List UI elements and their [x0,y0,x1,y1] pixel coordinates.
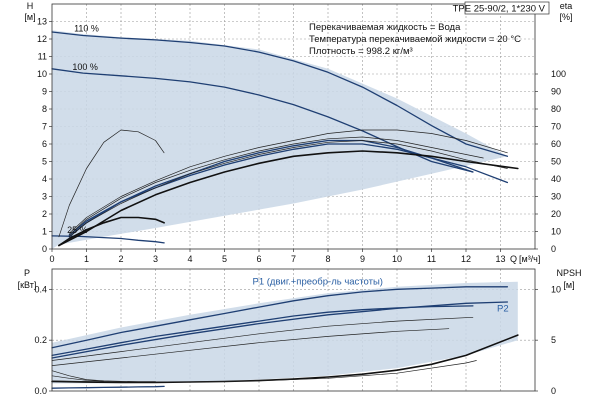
top-right-tick-9: 90 [551,87,561,97]
top-operating-envelope [52,30,508,249]
x-tick-10: 10 [392,254,402,264]
top-left-tick-2: 2 [42,209,47,219]
top-curve-eta-thick [58,150,519,247]
bot-curve-npsh-thin [51,360,477,383]
power-label-0: P1 (двиг.+преобр-ль частоты) [253,277,383,288]
bot-left-tick-2: 0.4 [34,284,47,294]
top-left-tick-7: 7 [42,122,47,132]
x-tick-5: 5 [222,254,227,264]
x-tick-3: 3 [153,254,158,264]
top-curve-eta-mid-3 [68,140,508,238]
power-frame [51,268,536,392]
x-tick-0: 0 [49,254,54,264]
x-tick-4: 4 [187,254,192,264]
bot-curve-p-25 [51,385,165,389]
flow-axis-label: Q [510,254,517,264]
power-label-1: P2 [497,303,509,314]
eta-axis-label: eta [560,1,573,11]
head-envelope [52,30,508,249]
top-right-tick-3: 30 [551,192,561,202]
bot-right-tick-2: 10 [551,284,561,294]
bot-right-tick-0: 0 [551,386,556,396]
head-axis-label: H [27,1,34,11]
model-label: TPE 25-90/2, 1*230 V [453,4,546,15]
x-tick-2: 2 [118,254,123,264]
top-left-tick-13: 13 [37,17,47,27]
info-line-liquid: Перекачиваемая жидкость = Вода [309,22,461,33]
bot-curve-p-thin-1 [51,316,474,361]
power-series [51,286,519,389]
top-curve-eta-small-2 [58,216,165,247]
head-ticks: 0123456789101112130102030405060708090100… [37,17,566,265]
x-tick-6: 6 [256,254,261,264]
model-box [464,1,550,15]
info-line-density: Плотность = 998.2 кг/м³ [309,46,413,57]
npsh-axis-unit: [м] [563,280,574,290]
bot-curve-low-thin-2 [51,375,122,383]
top-left-tick-3: 3 [42,192,47,202]
bot-curve-p-thin-2 [51,328,450,366]
speed-label-1: 100 % [72,62,98,72]
top-right-tick-6: 60 [551,139,561,149]
eta-axis-unit: [%] [559,12,572,22]
bot-curve-low-thin [51,370,156,382]
top-left-tick-11: 11 [38,52,47,62]
top-right-tick-7: 70 [551,122,561,132]
top-left-tick-6: 6 [42,139,47,149]
bot-right-tick-1: 5 [551,335,556,345]
x-tick-11: 11 [427,254,436,264]
top-left-tick-4: 4 [42,174,47,184]
bot-plot-frame [51,268,536,392]
bot-curve-p1-110 [51,286,509,349]
top-curve-eta-mid-1 [68,136,484,236]
x-tick-9: 9 [360,254,365,264]
top-left-tick-5: 5 [42,157,47,167]
top-left-tick-10: 10 [37,69,47,79]
x-tick-1: 1 [84,254,89,264]
curve-labels: 110 % 100 % 25 % P1 (двиг.+преобр-ль частот… [67,24,509,315]
x-tick-7: 7 [291,254,296,264]
info-line-temperature: Температура перекачиваемой жидкости = 20… [309,34,521,45]
head-axis-unit: [м] [24,12,35,22]
top-curve-head-110 [51,31,509,157]
x-tick-12: 12 [461,254,471,264]
top-curve-eta-small-1 [58,129,165,238]
top-curve-eta-mid-2 [68,129,508,234]
top-right-tick-10: 100 [551,69,566,79]
flow-axis-unit: [м³/ч] [519,254,540,264]
top-right-tick-8: 80 [551,104,561,114]
top-right-tick-2: 20 [551,209,561,219]
top-left-tick-12: 12 [37,34,47,44]
top-curve-head-100 [51,68,474,173]
speed-label-0: 110 % [74,24,99,34]
top-right-tick-4: 40 [551,174,561,184]
top-right-tick-0: 0 [551,244,556,254]
x-tick-8: 8 [325,254,330,264]
bot-left-tick-1: 0.2 [34,335,47,345]
top-right-tick-5: 50 [551,157,561,167]
head-series [51,31,519,247]
bot-curve-p2-110 [51,301,509,359]
top-right-tick-1: 10 [551,227,561,237]
top-left-tick-8: 8 [42,104,47,114]
top-curve-head-25 [51,235,165,244]
speed-label-2: 25 % [67,225,88,235]
npsh-axis-label: NPSH [556,268,581,278]
power-axis-unit: [кВт] [18,280,37,290]
top-left-tick-1: 1 [42,227,47,237]
top-left-tick-0: 0 [42,244,47,254]
x-tick-13: 13 [495,254,505,264]
power-ticks: 0.0 0.2 0.4 0 5 10 [34,284,561,396]
top-left-tick-9: 9 [42,87,47,97]
top-curve-eta-100 [68,139,474,238]
bot-left-tick-0: 0.0 [34,386,47,396]
power-axis-label: P [24,268,30,278]
